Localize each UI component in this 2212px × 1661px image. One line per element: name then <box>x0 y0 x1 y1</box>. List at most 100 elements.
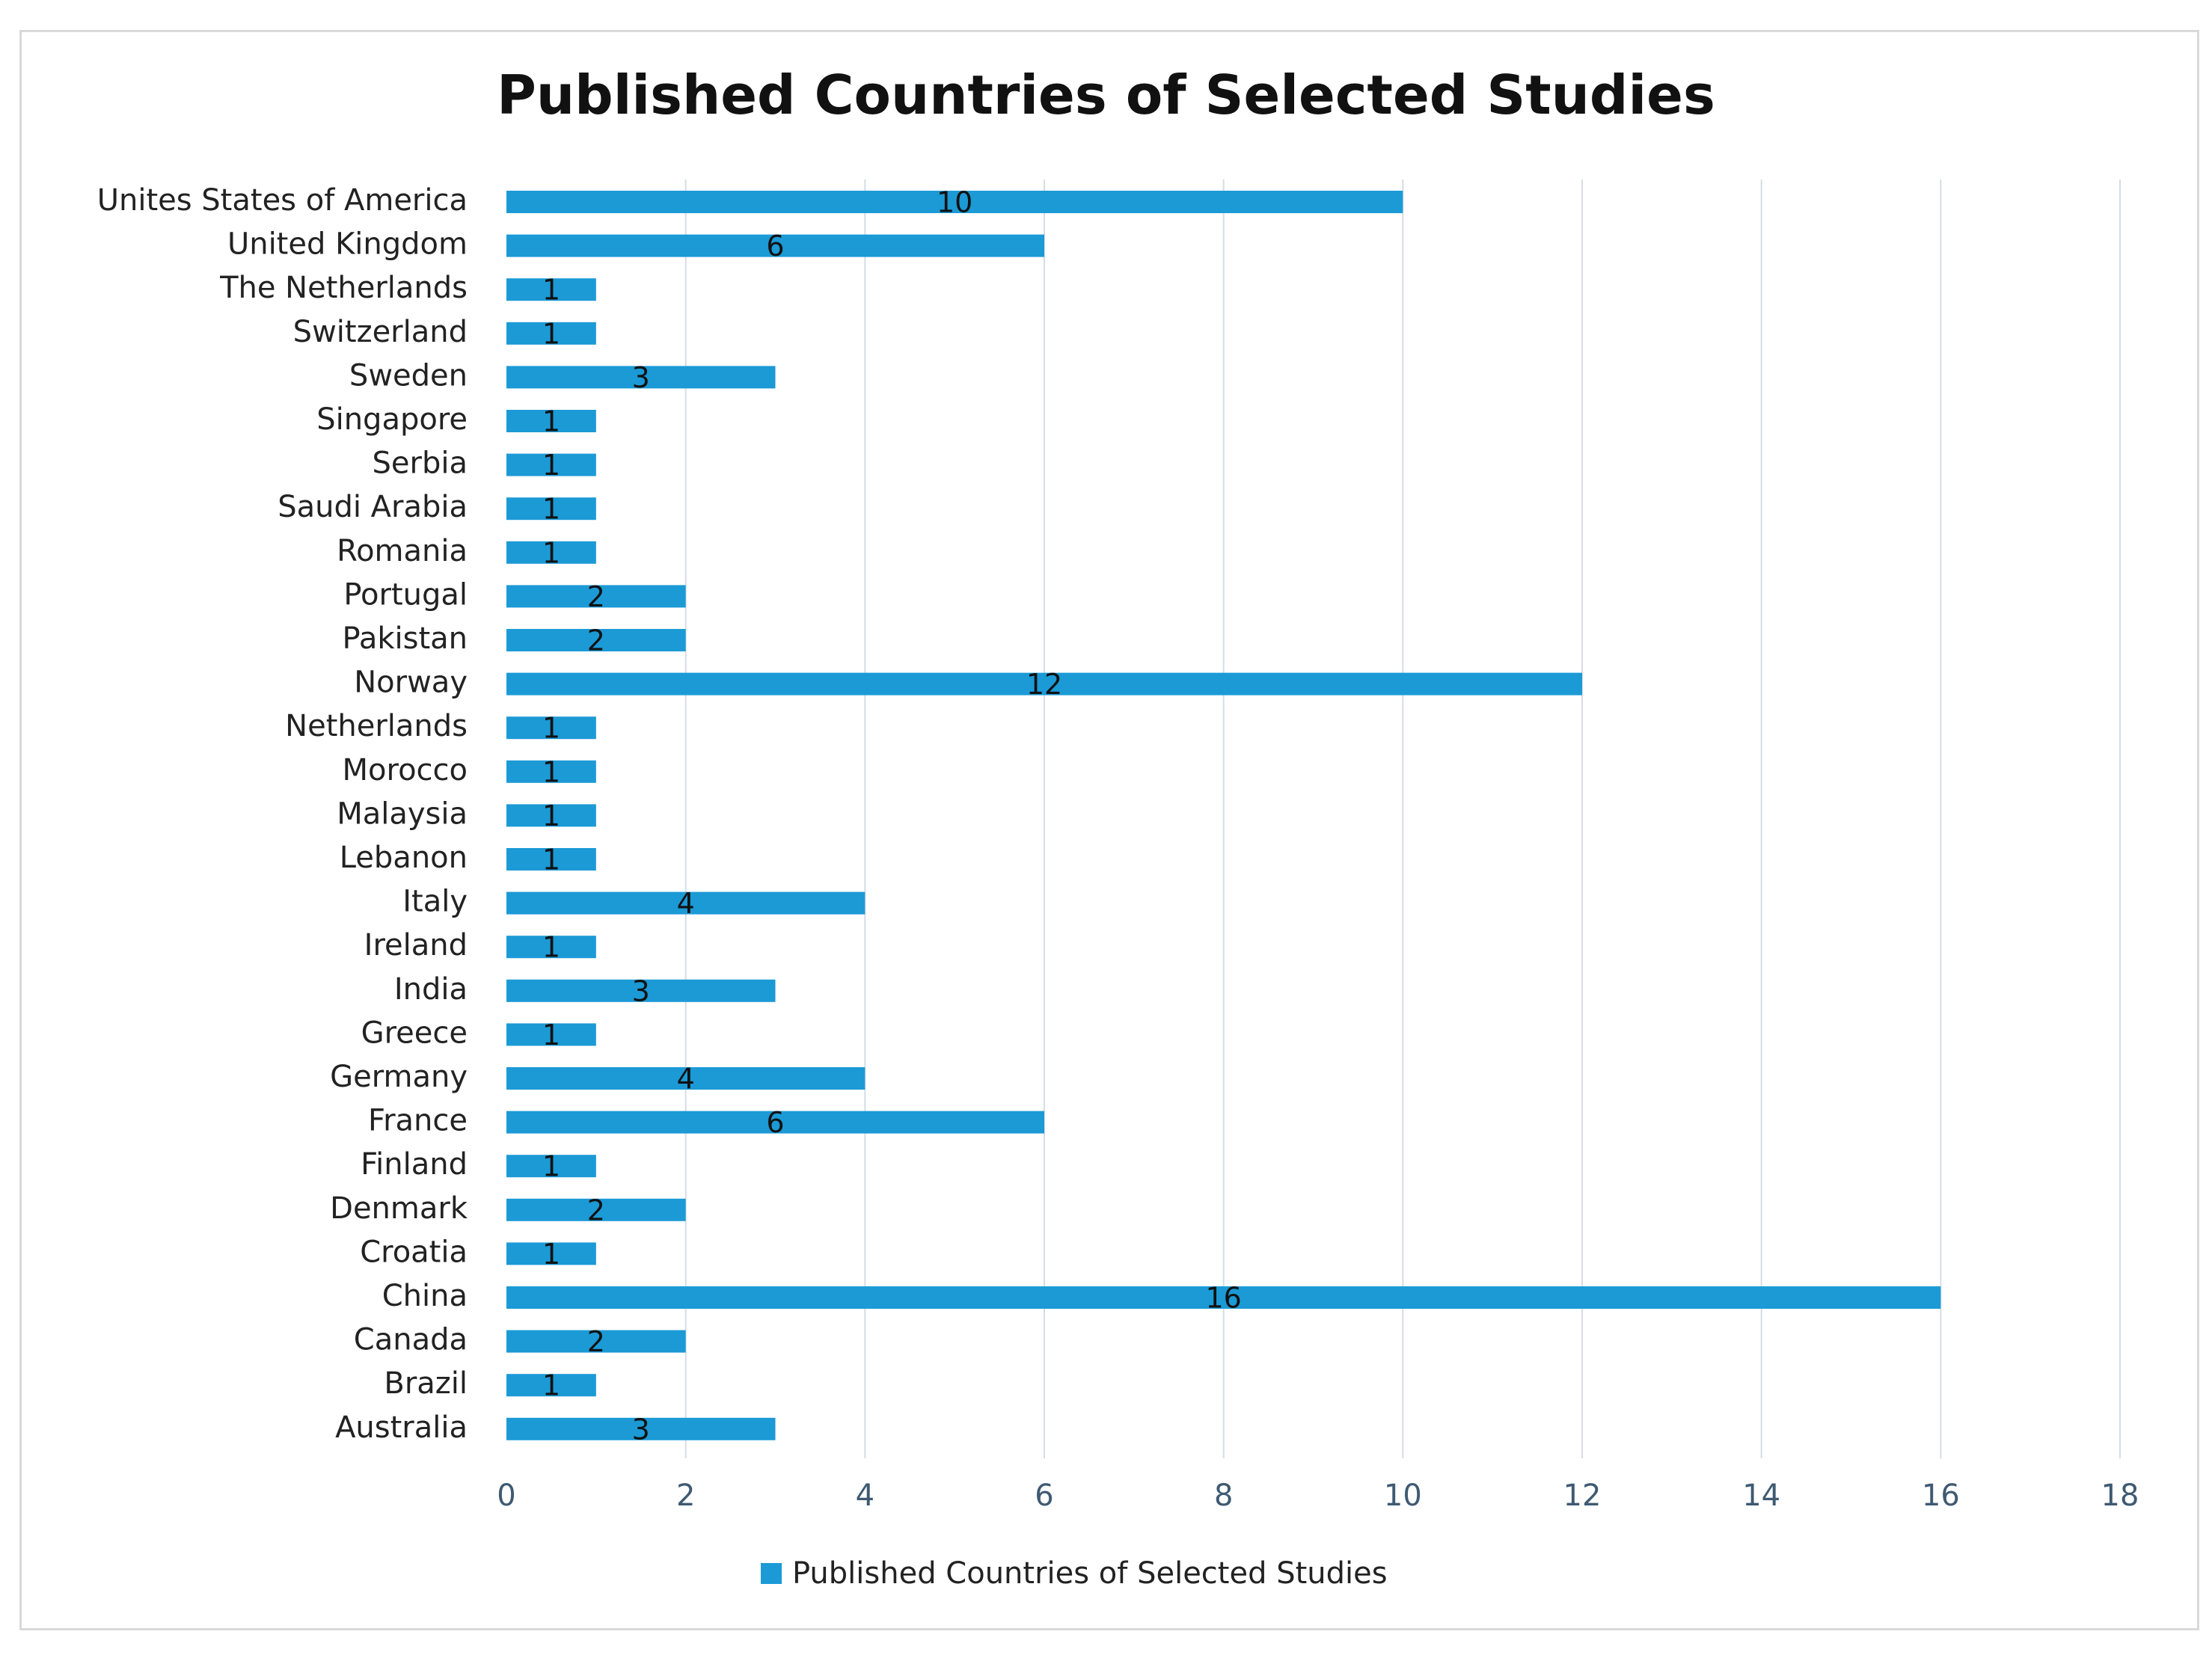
bar <box>506 672 1582 696</box>
data-label: 1 <box>542 449 560 482</box>
data-label: 1 <box>542 799 560 832</box>
bar <box>506 1023 596 1046</box>
data-label: 1 <box>542 493 560 526</box>
x-tick-label: 8 <box>1214 1479 1233 1513</box>
category-label: Sweden <box>349 358 468 393</box>
data-label: 3 <box>632 974 650 1007</box>
category-label: Greece <box>361 1016 468 1050</box>
x-tick-label: 6 <box>1035 1479 1053 1513</box>
legend-label: Published Countries of Selected Studies <box>792 1556 1388 1591</box>
data-label: 6 <box>766 1106 784 1139</box>
category-label: Lebanon <box>340 841 468 875</box>
category-label: Germany <box>330 1060 468 1094</box>
bar <box>506 848 596 871</box>
bar <box>506 191 1403 213</box>
bar <box>506 410 596 432</box>
category-label: The Netherlands <box>219 271 468 305</box>
category-label: Netherlands <box>285 709 468 743</box>
x-tick-label: 18 <box>2101 1479 2139 1513</box>
bar <box>506 322 596 345</box>
category-label: Saudi Arabia <box>278 490 468 524</box>
bar <box>506 541 596 564</box>
bar <box>506 1330 686 1353</box>
bar <box>506 1242 596 1265</box>
data-label: 1 <box>542 931 560 964</box>
bar <box>506 1155 596 1178</box>
category-label: Australia <box>335 1410 468 1445</box>
data-label: 16 <box>1205 1282 1241 1315</box>
category-label: Switzerland <box>293 315 468 349</box>
data-label: 6 <box>766 230 784 262</box>
data-label: 1 <box>542 274 560 307</box>
data-label: 2 <box>587 624 605 657</box>
category-labels: Unites States of America United Kingdom Th… <box>97 183 468 1445</box>
bar <box>506 979 776 1002</box>
category-label: Ireland <box>364 928 468 962</box>
bar <box>506 760 596 783</box>
x-tick-label: 10 <box>1384 1479 1422 1513</box>
data-label: 1 <box>542 405 560 438</box>
data-label: 1 <box>542 536 560 569</box>
category-label: India <box>394 972 468 1007</box>
bar <box>506 278 596 301</box>
x-tick-label: 0 <box>497 1479 515 1513</box>
category-label: Denmark <box>330 1191 468 1226</box>
bar <box>506 1417 776 1440</box>
bar <box>506 1198 686 1221</box>
x-tick-label: 12 <box>1563 1479 1602 1513</box>
data-label: 1 <box>542 317 560 350</box>
category-label: Croatia <box>360 1235 468 1269</box>
category-label: China <box>382 1279 468 1313</box>
category-label: Romania <box>337 534 468 568</box>
data-label: 1 <box>542 844 560 876</box>
bar <box>506 629 686 651</box>
category-label: Italy <box>402 885 468 919</box>
bar <box>506 1067 866 1090</box>
bar <box>506 585 686 608</box>
x-tick-label: 2 <box>676 1479 695 1513</box>
data-label: 12 <box>1026 668 1062 701</box>
x-tick-label: 4 <box>856 1479 874 1513</box>
data-label: 1 <box>542 1238 560 1271</box>
data-label: 3 <box>632 1413 650 1446</box>
data-label: 1 <box>542 1019 560 1051</box>
category-label: Finland <box>361 1147 468 1182</box>
gridlines <box>684 179 2121 1458</box>
bar <box>506 716 596 740</box>
legend: Published Countries of Selected Studies <box>761 1553 1388 1594</box>
x-tick-label: 14 <box>1742 1479 1780 1513</box>
category-label: Unites States of America <box>97 183 468 218</box>
category-label: Serbia <box>373 446 468 481</box>
category-label: Pakistan <box>343 621 468 656</box>
data-label: 1 <box>542 712 560 745</box>
data-label: 1 <box>542 1150 560 1183</box>
data-label: 1 <box>542 1369 560 1402</box>
data-label: 3 <box>632 361 650 394</box>
data-label: 4 <box>677 887 695 920</box>
bar <box>506 936 596 959</box>
category-label: Norway <box>354 666 468 700</box>
bar <box>506 1286 1941 1309</box>
category-label: United Kingdom <box>227 227 468 262</box>
category-label: France <box>368 1104 468 1138</box>
category-label: Malaysia <box>337 796 468 831</box>
data-label: 2 <box>587 1325 605 1358</box>
bar <box>506 1111 1044 1134</box>
category-label: Canada <box>354 1323 468 1357</box>
data-label: 10 <box>937 186 972 219</box>
data-label: 1 <box>542 755 560 788</box>
bar <box>506 497 596 521</box>
category-label: Brazil <box>384 1366 468 1401</box>
category-label: Singapore <box>316 402 468 437</box>
bar <box>506 1374 596 1397</box>
bar <box>506 234 1044 257</box>
bar <box>506 366 776 389</box>
x-axis-tick-labels: 0 2 4 6 8 10 12 14 16 18 <box>497 1479 2139 1513</box>
bar <box>506 891 866 915</box>
data-label: 2 <box>587 1194 605 1226</box>
category-label: Portugal <box>343 577 468 612</box>
bar <box>506 453 596 476</box>
category-label: Morocco <box>343 753 468 787</box>
